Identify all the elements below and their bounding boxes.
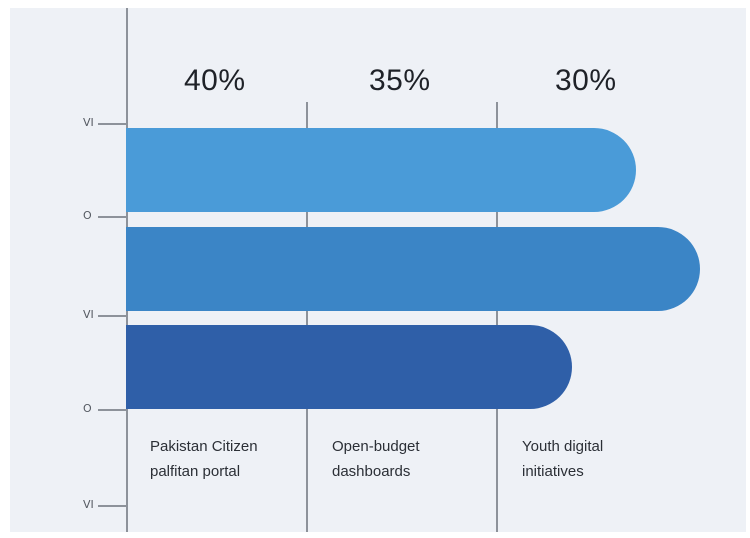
column-divider-2	[496, 102, 498, 532]
category-text-3: Youth digital initiatives	[522, 438, 604, 480]
y-tick-label-3: VI	[83, 308, 94, 321]
y-tick-label-4: O	[83, 402, 92, 415]
top-label-3: 30%	[555, 64, 617, 97]
y-tick-2	[98, 216, 126, 218]
y-tick-1	[98, 123, 126, 125]
category-label-1: Pakistan Citizen palfitan portal	[150, 434, 310, 484]
bar-2	[126, 227, 700, 311]
y-tick-label-1: VI	[83, 116, 94, 129]
y-tick-label-2: O	[83, 209, 92, 222]
top-label-1: 40%	[184, 64, 246, 97]
y-tick-4	[98, 409, 126, 411]
category-label-3: Youth digital initiatives	[522, 434, 682, 484]
y-tick-3	[98, 315, 126, 317]
y-tick-label-5: VI	[83, 498, 94, 511]
column-divider-1	[306, 102, 308, 532]
bar-3	[126, 325, 573, 409]
y-tick-5	[98, 505, 126, 507]
bar-1	[126, 128, 637, 212]
chart-frame: 40% 35% 30% VI O VI O VI Pakistan Citize…	[10, 8, 746, 532]
category-text-2: Open-budget dashboards	[332, 438, 420, 480]
category-text-1: Pakistan Citizen palfitan portal	[150, 438, 258, 480]
category-label-2: Open-budget dashboards	[332, 434, 492, 484]
top-label-2: 35%	[369, 64, 431, 97]
